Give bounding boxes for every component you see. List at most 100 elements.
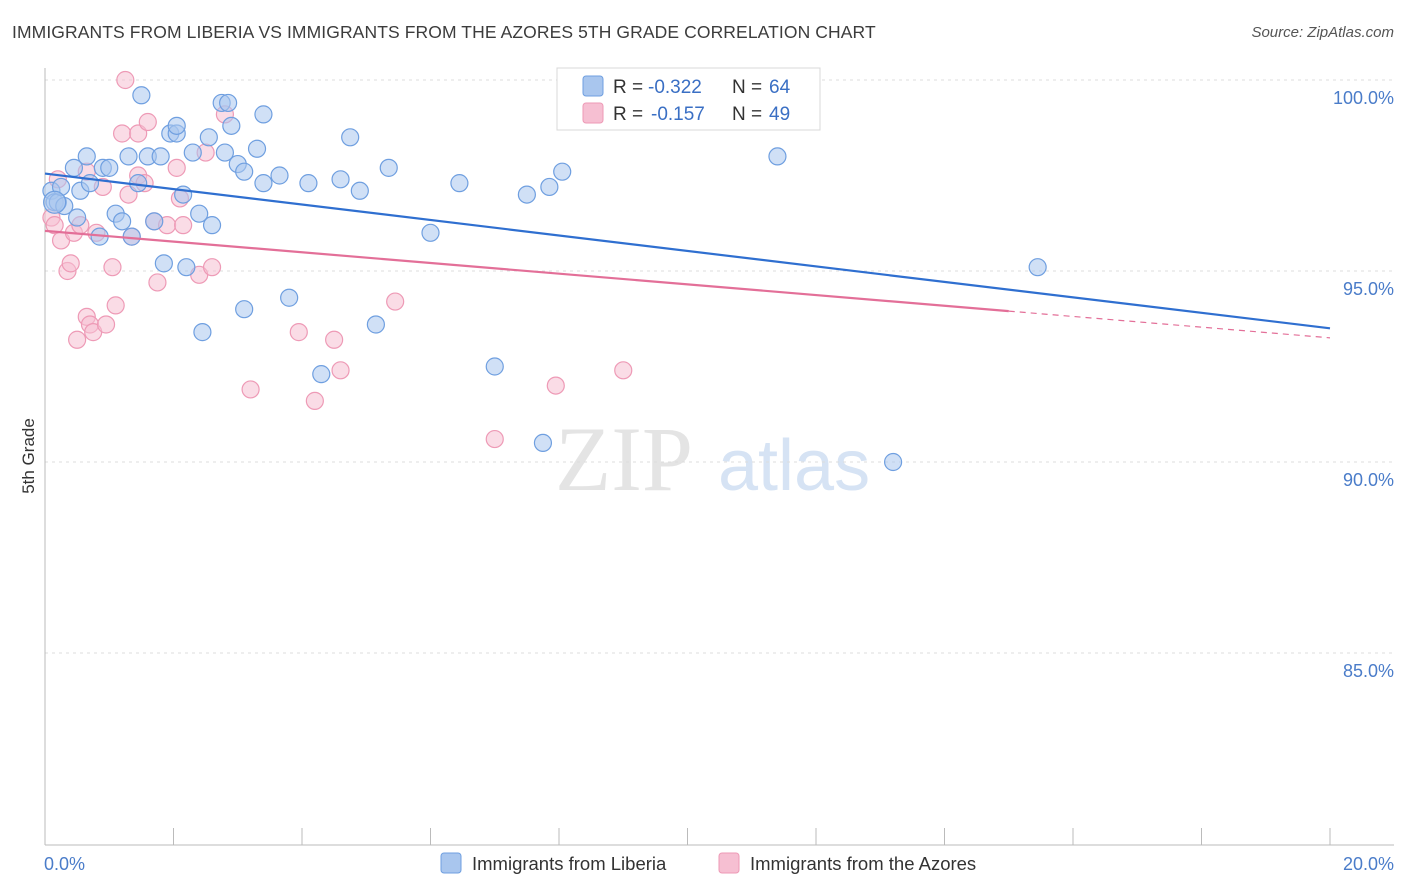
- liberia-point: [219, 93, 238, 113]
- liberia-point: [68, 208, 87, 227]
- liberia-point: [100, 158, 119, 177]
- azores-point: [202, 258, 222, 277]
- liberia-point: [270, 166, 289, 185]
- liberia-point: [215, 143, 234, 162]
- watermark-zip: ZIP: [555, 408, 693, 510]
- azores-point: [174, 216, 193, 235]
- y-axis-label: 5th Grade: [19, 418, 38, 494]
- azores-point: [546, 376, 565, 395]
- legend-r-value-1: -0.322: [648, 77, 702, 98]
- liberia-point: [254, 105, 273, 124]
- legend-n-label-1: N =: [732, 77, 762, 98]
- liberia-point: [312, 365, 331, 384]
- azores-point: [68, 330, 87, 349]
- y-tick-label: 85.0%: [1343, 661, 1394, 681]
- trend-line-azores: [44, 229, 1009, 313]
- legend-r-value-2: -0.157: [651, 104, 705, 125]
- liberia-point: [540, 177, 559, 197]
- liberia-point: [199, 128, 218, 147]
- liberia-point: [280, 288, 299, 307]
- liberia-point: [247, 139, 267, 158]
- bottom-legend-label-liberia: Immigrants from Liberia: [472, 853, 667, 874]
- liberia-point: [222, 116, 241, 135]
- liberia-point: [167, 116, 186, 135]
- bottom-legend-label-azores: Immigrants from the Azores: [750, 853, 976, 874]
- y-tick-label: 90.0%: [1343, 470, 1394, 490]
- liberia-point: [254, 174, 273, 193]
- legend-r-label-1: R =: [613, 77, 643, 98]
- liberia-point: [77, 147, 96, 166]
- liberia-point: [190, 204, 209, 223]
- azores-point: [386, 292, 405, 311]
- liberia-point: [331, 170, 350, 189]
- azores-point: [614, 361, 633, 380]
- liberia-point: [132, 86, 151, 105]
- liberia-point: [533, 433, 553, 452]
- liberia-point: [177, 258, 196, 277]
- liberia-point: [145, 212, 164, 231]
- x-tick-label-max: 20.0%: [1343, 854, 1394, 874]
- series-legend: Immigrants from Liberia Immigrants from …: [440, 852, 976, 874]
- azores-point: [138, 112, 157, 132]
- stats-legend: R = -0.322 N = 64 R = -0.157 N = 49: [556, 67, 821, 131]
- liberia-point: [183, 143, 202, 162]
- y-tick-label: 95.0%: [1343, 279, 1394, 299]
- liberia-point: [151, 147, 170, 166]
- liberia-point: [883, 452, 903, 472]
- azores-point: [61, 254, 80, 273]
- liberia-point: [299, 174, 318, 193]
- azores-point: [112, 124, 132, 143]
- liberia-point: [112, 212, 132, 231]
- legend-r-label-2: R =: [613, 104, 643, 125]
- liberia-point: [485, 357, 504, 376]
- liberia-point: [421, 223, 440, 242]
- liberia-point: [154, 254, 173, 273]
- legend-swatch-azores: [582, 102, 604, 124]
- liberia-point: [517, 185, 536, 204]
- azores-point: [106, 296, 125, 315]
- bottom-legend-swatch-azores: [718, 852, 740, 874]
- legend-n-label-2: N =: [732, 104, 762, 125]
- liberia-point: [553, 162, 572, 181]
- x-tick-label-min: 0.0%: [44, 854, 85, 874]
- liberia-point: [202, 216, 222, 235]
- watermark-atlas: atlas: [718, 426, 870, 506]
- legend-swatch-liberia: [582, 75, 604, 97]
- liberia-point: [768, 147, 787, 166]
- azores-point: [289, 323, 308, 342]
- legend-n-value-1: 64: [769, 77, 791, 98]
- azores-point: [148, 273, 167, 292]
- liberia-point: [450, 174, 469, 193]
- liberia-point: [1028, 258, 1047, 277]
- azores-point: [103, 258, 122, 277]
- liberia-point: [366, 315, 385, 334]
- liberia-point: [43, 190, 67, 214]
- azores-point: [325, 330, 344, 349]
- azores-point: [305, 391, 324, 410]
- liberia-point: [235, 300, 254, 319]
- trend-line-azores-extension: [1008, 310, 1331, 339]
- azores-point: [241, 380, 260, 399]
- trend-lines: [44, 172, 1331, 339]
- y-tick-label: 100.0%: [1333, 88, 1394, 108]
- liberia-point: [341, 128, 360, 147]
- azores-point: [45, 216, 64, 235]
- azores-point: [167, 158, 186, 177]
- bottom-legend-swatch-liberia: [440, 852, 462, 874]
- azores-point: [96, 315, 116, 334]
- liberia-point: [379, 158, 398, 177]
- series-liberia-points: [42, 70, 1047, 472]
- liberia-point: [193, 323, 212, 342]
- legend-n-value-2: 49: [769, 104, 790, 125]
- liberia-point: [350, 181, 369, 200]
- liberia-point: [235, 162, 254, 181]
- x-tick-marks: [44, 828, 1331, 845]
- source-label: Source: ZipAtlas.com: [1251, 24, 1394, 41]
- trend-line-liberia: [44, 172, 1331, 330]
- liberia-point: [119, 147, 138, 166]
- y-tick-labels: 85.0% 90.0% 95.0% 100.0%: [1333, 88, 1394, 681]
- azores-point: [485, 429, 504, 449]
- azores-point: [331, 361, 350, 380]
- chart-title: IMMIGRANTS FROM LIBERIA VS IMMIGRANTS FR…: [12, 22, 876, 42]
